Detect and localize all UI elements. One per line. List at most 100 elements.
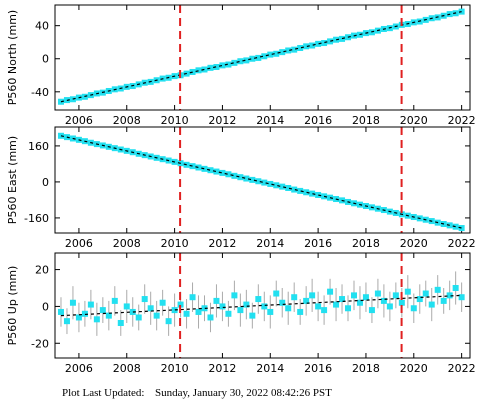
data-point — [273, 182, 280, 189]
data-point — [440, 297, 447, 304]
footer-timestamp: Sunday, January 30, 2022 08:42:26 PST — [155, 387, 332, 399]
data-point — [207, 167, 214, 174]
data-point — [285, 305, 292, 312]
data-point — [255, 296, 262, 303]
x-tick-label: 2018 — [352, 237, 380, 250]
data-point — [237, 58, 244, 65]
footer-label: Plot Last Updated: — [62, 387, 145, 399]
data-point — [207, 64, 214, 71]
data-point — [446, 292, 453, 299]
x-tick-label: 2008 — [113, 237, 141, 250]
data-point — [177, 301, 184, 308]
data-point — [195, 164, 202, 171]
y-axis-label: P560 North (mm) — [6, 10, 19, 105]
panel: P560 East (mm) 2006 2008 2010 2012 2014 2016 20… — [6, 126, 476, 250]
data-point — [99, 307, 106, 314]
x-tick-label: 2022 — [448, 114, 476, 127]
data-point — [315, 191, 322, 198]
data-point — [255, 178, 262, 185]
data-point — [422, 290, 429, 297]
data-point — [410, 305, 417, 312]
data-point — [273, 50, 280, 57]
y-tick-label: -40 — [31, 86, 49, 99]
data-point — [404, 288, 411, 295]
x-tick-label: 2014 — [256, 114, 284, 127]
data-point — [291, 46, 298, 53]
data-point — [267, 308, 274, 315]
y-tick-label: 0 — [42, 53, 49, 66]
data-point — [213, 64, 220, 71]
data-point — [350, 292, 357, 299]
y-tick-label: -160 — [24, 212, 49, 225]
data-point — [273, 290, 280, 297]
data-point — [159, 299, 166, 306]
panel: P560 North (mm) 2006 2008 2010 2012 2014 2016 2… — [6, 4, 476, 127]
data-point — [225, 171, 232, 178]
data-point — [57, 308, 64, 315]
data-point — [129, 308, 136, 315]
data-point — [237, 174, 244, 181]
x-tick-label: 2010 — [161, 237, 189, 250]
data-point — [81, 310, 88, 317]
x-tick-label: 2006 — [65, 237, 93, 250]
data-point — [380, 297, 387, 304]
data-point — [297, 44, 304, 51]
data-point — [261, 303, 268, 310]
x-tick-label: 2010 — [161, 114, 189, 127]
data-point — [243, 175, 250, 182]
data-point — [327, 288, 334, 295]
data-point — [267, 180, 274, 187]
data-point — [386, 303, 393, 310]
data-point — [171, 307, 178, 314]
data-point — [458, 8, 465, 15]
data-point — [195, 67, 202, 74]
y-tick-label: 0 — [42, 176, 49, 189]
data-point — [333, 301, 340, 308]
x-tick-label: 2022 — [448, 237, 476, 250]
data-point — [261, 53, 268, 60]
x-tick-label: 2020 — [400, 114, 428, 127]
data-point — [309, 292, 316, 299]
data-point — [279, 183, 286, 190]
data-point — [285, 184, 292, 191]
x-tick-label: 2012 — [208, 237, 236, 250]
y-tick-label: 0 — [42, 300, 49, 313]
data-point — [237, 307, 244, 314]
data-point — [261, 179, 268, 186]
data-point — [207, 314, 214, 321]
data-point — [195, 308, 202, 315]
x-tick-label: 2006 — [65, 114, 93, 127]
plot-frame — [54, 252, 471, 359]
data-point — [231, 172, 238, 179]
y-tick-label: 40 — [35, 20, 49, 33]
data-point — [291, 294, 298, 301]
data-point — [452, 223, 459, 230]
data-point — [123, 303, 130, 310]
x-tick-label: 2016 — [304, 362, 332, 375]
data-point — [75, 314, 82, 321]
data-point — [249, 176, 256, 183]
data-point — [225, 310, 232, 317]
x-tick-label: 2020 — [400, 237, 428, 250]
y-axis-label: P560 Up (mm) — [6, 266, 19, 346]
data-point — [255, 54, 262, 61]
data-point — [111, 297, 118, 304]
data-point — [356, 299, 363, 306]
data-point — [243, 301, 250, 308]
data-point — [117, 320, 124, 326]
data-point — [291, 186, 298, 193]
data-point — [225, 61, 232, 68]
x-tick-label: 2014 — [256, 237, 284, 250]
data-point — [201, 165, 208, 172]
x-tick-label: 2016 — [304, 237, 332, 250]
data-point — [87, 301, 94, 308]
x-tick-label: 2018 — [352, 114, 380, 127]
x-tick-label: 2012 — [208, 362, 236, 375]
panel: P560 Up (mm) 2006 2008 2010 2012 2014 2016 2018… — [6, 252, 476, 375]
data-point — [219, 303, 226, 310]
data-point — [458, 294, 465, 301]
data-point — [297, 308, 304, 315]
data-point — [213, 297, 220, 304]
data-point — [141, 296, 148, 303]
